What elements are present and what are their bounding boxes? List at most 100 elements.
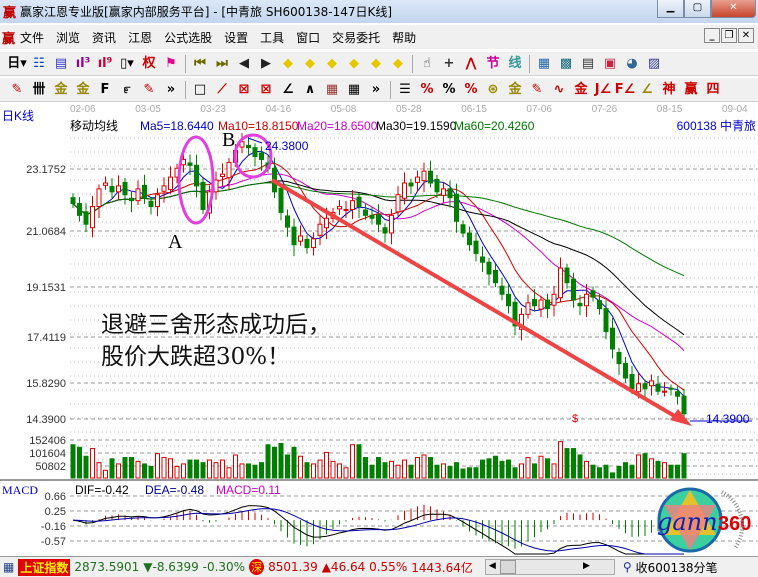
volume-bar (382, 462, 388, 479)
parallel-icon[interactable]: 卌 (32, 81, 46, 97)
chart-type-icon[interactable]: ☷ (33, 55, 45, 71)
percent-levels-icon[interactable]: % (464, 81, 478, 97)
f-angle-icon[interactable]: F∠ (614, 81, 636, 97)
node-icon[interactable]: 节 (486, 55, 500, 71)
four-angle-icon[interactable]: 四 (706, 81, 720, 97)
volume-bar (486, 458, 492, 479)
minimize-button[interactable]: ▁ (657, 0, 684, 18)
menu-file[interactable]: 文件 (20, 30, 45, 45)
candle-body (83, 211, 89, 225)
gold-angle-icon[interactable]: ∠ (641, 81, 653, 97)
calculator-icon[interactable]: ▩ (559, 55, 573, 71)
horizontal-scrollbar[interactable]: ◀ ▶ (484, 559, 615, 575)
gann-box-icon[interactable]: ⊠ (238, 81, 250, 97)
wave-icon[interactable]: ∧ (304, 81, 316, 97)
price-tick-label: 21.0684 (26, 226, 66, 238)
indicator-9-icon[interactable]: ıl⁹ (97, 55, 113, 71)
period-day-icon[interactable]: 日▾ (7, 55, 27, 71)
gold-line-icon[interactable]: 金 (54, 81, 68, 97)
volume-bar (200, 462, 206, 479)
menu-help[interactable]: 帮助 (392, 30, 417, 45)
network-icon[interactable]: ◕ (626, 55, 638, 71)
left-icon[interactable]: ◀ (239, 55, 249, 71)
crosshair-icon[interactable]: + (443, 55, 455, 71)
percent-icon[interactable]: % (442, 81, 456, 97)
label-a: A (168, 231, 183, 253)
menu-browse[interactable]: 浏览 (56, 30, 81, 45)
god-angle-icon[interactable]: 神 (662, 81, 676, 97)
menu-trade[interactable]: 交易委托 (332, 30, 381, 45)
right-icon[interactable]: ▶ (261, 55, 271, 71)
box-icon[interactable]: □ (193, 81, 207, 97)
zoom-in-icon[interactable]: ◆ (349, 55, 359, 71)
flag-icon[interactable]: ⚑ (165, 55, 177, 71)
gold-line2-icon[interactable]: 金 (76, 81, 90, 97)
sine-icon[interactable]: ∿ (553, 81, 565, 97)
candle-body (577, 302, 583, 307)
more-icon[interactable]: » (166, 81, 176, 97)
zoom-h-icon[interactable]: ◆ (327, 55, 337, 71)
scroll-thumb[interactable] (499, 560, 516, 574)
candle-body (116, 185, 121, 193)
eraser-icon[interactable]: ✎ (143, 81, 155, 97)
more2-icon[interactable]: » (371, 81, 381, 97)
close-button[interactable]: ✕ (711, 0, 756, 18)
win-angle-icon[interactable]: 赢 (684, 81, 698, 97)
candle-body (493, 269, 498, 284)
calendar-icon[interactable]: ▦ (537, 55, 551, 71)
zoom-right-icon[interactable]: ◆ (305, 55, 315, 71)
volume-bar (148, 465, 154, 479)
volume-bar (551, 463, 557, 479)
percent-line-icon[interactable]: % (420, 81, 434, 97)
first-icon[interactable]: ⏮ (194, 55, 206, 71)
candle-body (350, 200, 355, 210)
line-tool-icon[interactable]: ⋀ (465, 55, 477, 71)
grid-icon[interactable]: ▦ (325, 81, 339, 97)
volume-bar (519, 463, 524, 479)
grid2-icon[interactable]: ▦ (347, 81, 361, 97)
indicator-3-icon[interactable]: ıl³ (75, 55, 91, 71)
save-icon[interactable]: ▣ (603, 55, 617, 71)
menu-window[interactable]: 窗口 (296, 30, 321, 45)
menu-formula[interactable]: 公式选股 (164, 30, 213, 45)
marker-icon[interactable]: ✎ (531, 81, 543, 97)
ruler-icon[interactable]: ☰ (399, 81, 411, 97)
angle-icon[interactable]: ∠ (282, 81, 294, 97)
segment-icon[interactable]: 线 (508, 55, 522, 71)
zoom-left-icon[interactable]: ◆ (283, 55, 293, 71)
mdi-close-button[interactable]: ✕ (738, 28, 754, 43)
menu-settings[interactable]: 设置 (224, 30, 249, 45)
hand-icon[interactable]: ☝ (423, 55, 431, 71)
kline-chart[interactable]: 02-06 03-05 03-23 04-16 05-08 05-28 06-15 07-06… (0, 101, 758, 556)
rights-icon[interactable]: 权 (142, 55, 156, 71)
print-icon[interactable]: ▨ (647, 55, 661, 71)
tick-data-label[interactable]: 收600138分笔 (635, 560, 718, 575)
mdi-restore-button[interactable]: ❐ (721, 28, 737, 43)
pen-icon[interactable]: ✎ (11, 81, 23, 97)
gold-coin-icon[interactable]: ⊛ (487, 81, 499, 97)
volume-bar (558, 441, 563, 479)
mdi-minimize-button[interactable]: _ (704, 28, 720, 43)
j-angle-icon[interactable]: J∠ (594, 81, 612, 97)
candle-type-icon[interactable]: ▯▾ (120, 55, 134, 71)
fan-icon[interactable]: ⟋ (217, 81, 227, 97)
gann-grid-icon[interactable]: ⊠ (260, 81, 272, 97)
index-name[interactable]: 上证指数 (18, 558, 71, 576)
menu-news[interactable]: 资讯 (92, 30, 117, 45)
menu-tools[interactable]: 工具 (260, 30, 285, 45)
fib-icon[interactable]: F (100, 81, 110, 97)
candle-body (558, 267, 563, 299)
notes-icon[interactable]: ▤ (581, 55, 595, 71)
label-b: B (222, 129, 235, 151)
document-icon[interactable]: ▤ (54, 55, 68, 71)
gold-levels-icon[interactable]: 金 (508, 81, 522, 97)
maximize-button[interactable]: ▢ (684, 0, 711, 18)
gold-bar-icon[interactable]: 金 (574, 81, 588, 97)
menu-gann[interactable]: 江恩 (128, 30, 153, 45)
calendar-icon[interactable]: ▦ (3, 560, 15, 574)
spiral-icon[interactable]: ೯ (123, 81, 131, 97)
volume-bar (213, 462, 219, 479)
zoom-all-icon[interactable]: ◆ (393, 55, 403, 71)
last-icon[interactable]: ⏭ (216, 55, 228, 71)
zoom-out-icon[interactable]: ◆ (371, 55, 381, 71)
